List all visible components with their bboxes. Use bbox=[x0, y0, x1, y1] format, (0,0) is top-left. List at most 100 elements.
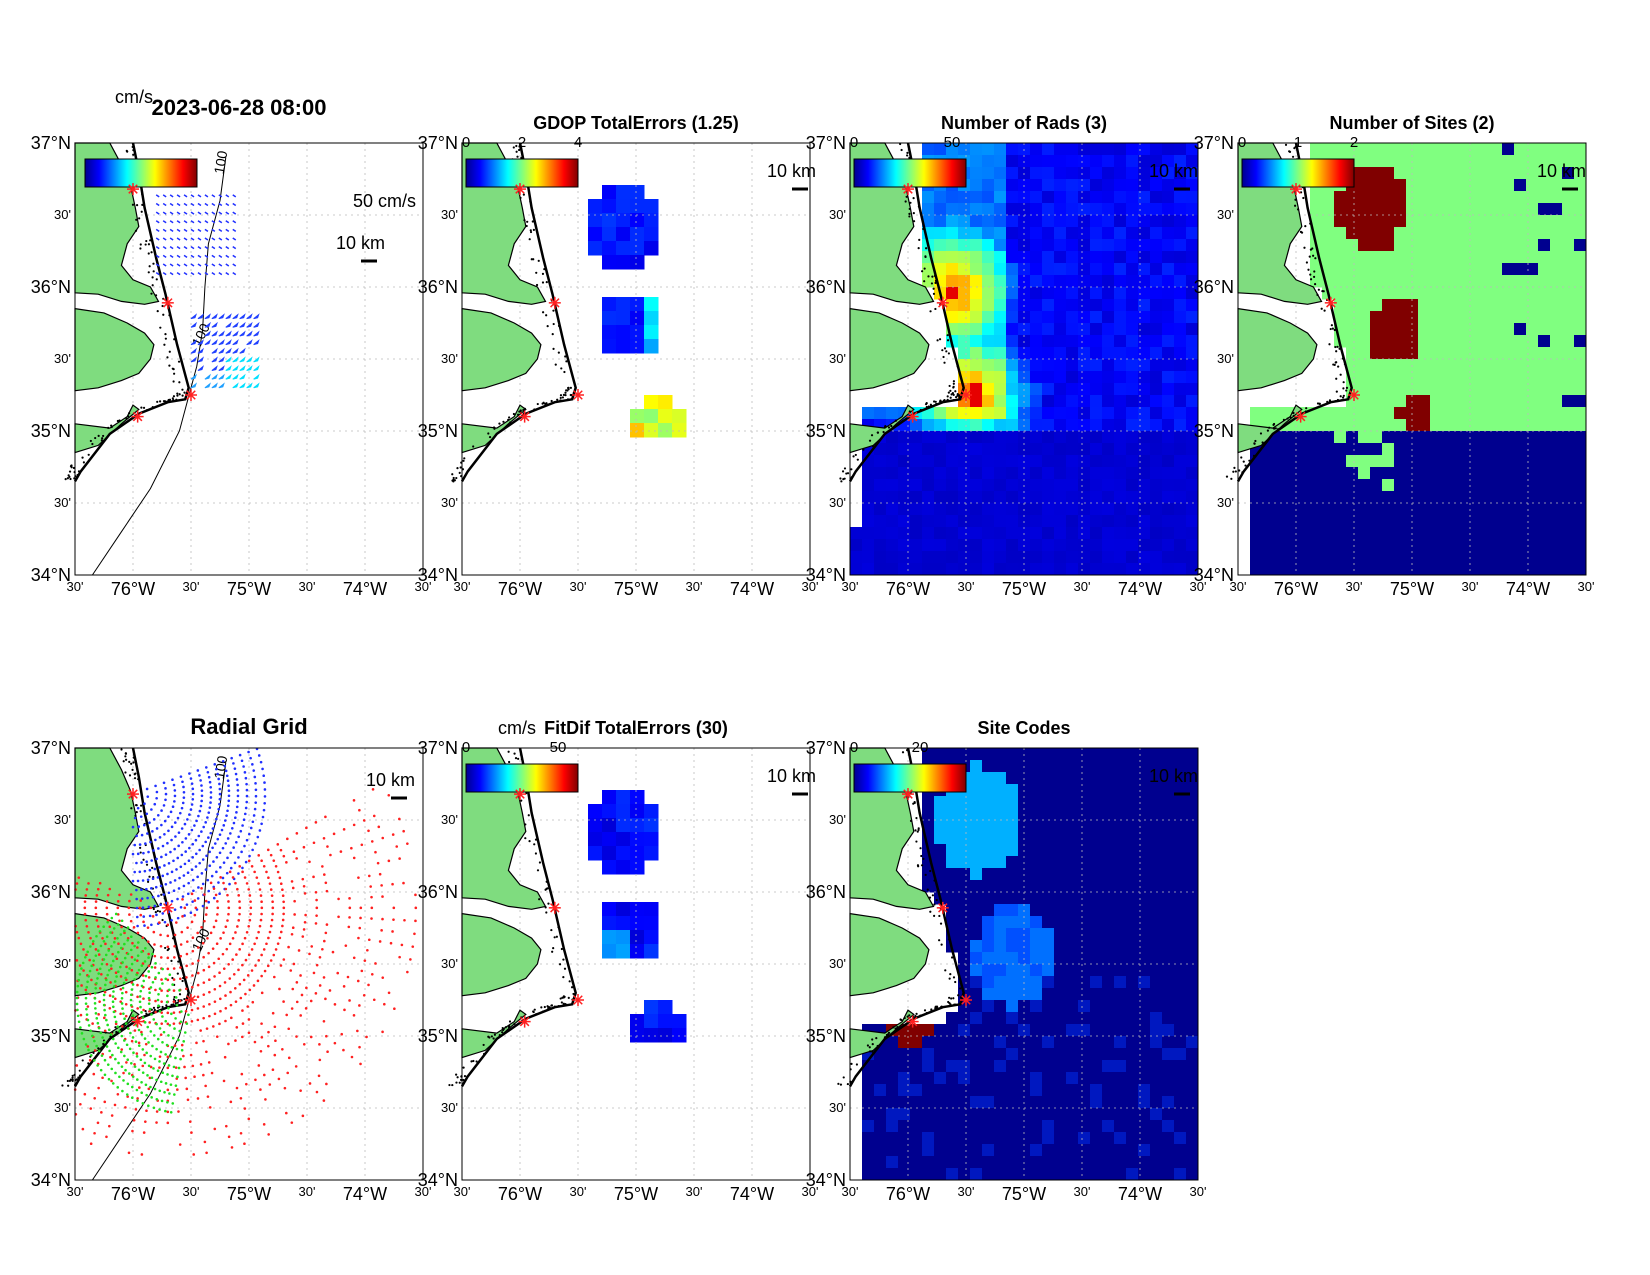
radial-grid-point bbox=[197, 886, 200, 889]
radial-grid-point bbox=[122, 1079, 125, 1082]
field-cell bbox=[1442, 299, 1455, 312]
radial-grid-point bbox=[131, 983, 135, 986]
field-cell bbox=[1394, 311, 1407, 324]
colorbar bbox=[1241, 158, 1355, 188]
field-cell bbox=[1370, 515, 1383, 528]
field-cell bbox=[1006, 760, 1019, 773]
field-cell bbox=[1334, 563, 1347, 576]
radial-grid-point bbox=[159, 944, 163, 948]
current-vector bbox=[239, 313, 246, 320]
radial-grid-point bbox=[268, 930, 272, 934]
field-cell bbox=[588, 213, 603, 228]
field-cell bbox=[1186, 892, 1199, 905]
radial-grid-point bbox=[274, 864, 278, 868]
field-cell bbox=[1114, 784, 1127, 797]
coast-speckle bbox=[151, 405, 154, 409]
field-cell bbox=[958, 287, 971, 300]
radial-grid-point bbox=[107, 1028, 111, 1032]
coast-speckle bbox=[176, 972, 179, 975]
field-cell bbox=[1090, 892, 1103, 905]
field-cell bbox=[1174, 311, 1187, 324]
radial-grid-point bbox=[120, 1002, 124, 1005]
field-cell bbox=[982, 167, 995, 180]
coast-speckle bbox=[173, 372, 176, 375]
field-cell bbox=[1042, 335, 1055, 348]
radial-grid-point bbox=[174, 1066, 178, 1069]
coast-speckle bbox=[570, 1003, 574, 1006]
field-cell bbox=[1574, 191, 1587, 204]
field-cell bbox=[1346, 479, 1359, 492]
field-cell bbox=[898, 551, 911, 564]
field-cell bbox=[1174, 527, 1187, 540]
field-cell bbox=[1538, 395, 1551, 408]
field-cell bbox=[1114, 347, 1127, 360]
field-cell bbox=[1006, 155, 1019, 168]
radial-grid-point bbox=[247, 1031, 251, 1035]
field-cell bbox=[1054, 251, 1067, 264]
radial-grid-point bbox=[260, 1035, 264, 1039]
coast-speckle bbox=[546, 887, 549, 890]
field-cell bbox=[1346, 191, 1359, 204]
scale-km-label: 10 km bbox=[1537, 161, 1586, 181]
field-cell bbox=[1126, 395, 1139, 408]
field-cell bbox=[1042, 323, 1055, 336]
field-cell bbox=[970, 832, 983, 845]
field-cell bbox=[1574, 371, 1587, 384]
radial-grid-point bbox=[164, 798, 167, 802]
field-cell bbox=[1418, 407, 1431, 420]
field-cell bbox=[1102, 772, 1115, 785]
coast-speckle bbox=[1289, 416, 1292, 419]
field-cell bbox=[1418, 143, 1431, 156]
radial-grid-point bbox=[291, 926, 295, 930]
field-cell bbox=[1138, 892, 1151, 905]
lon-tick-label: 30' bbox=[183, 579, 200, 594]
field-cell bbox=[1150, 359, 1163, 372]
radial-grid-point bbox=[105, 962, 109, 966]
field-cell bbox=[1562, 539, 1575, 552]
field-cell bbox=[1030, 203, 1043, 216]
radial-grid-point bbox=[86, 980, 89, 984]
current-vector bbox=[218, 246, 223, 250]
radial-grid-point bbox=[137, 968, 141, 972]
lat-tick-label: 34°N bbox=[418, 1170, 458, 1190]
radial-grid-point bbox=[87, 1048, 90, 1052]
field-cell bbox=[1322, 479, 1335, 492]
field-cell bbox=[1370, 215, 1383, 228]
coast-speckle bbox=[181, 979, 184, 983]
field-cell bbox=[1322, 203, 1335, 216]
field-cell bbox=[1030, 796, 1043, 809]
field-cell bbox=[1042, 431, 1055, 444]
field-cell bbox=[1150, 916, 1163, 929]
radial-grid-point bbox=[282, 958, 286, 961]
field-cell bbox=[1490, 359, 1503, 372]
coast-speckle bbox=[128, 760, 131, 763]
field-cell bbox=[1466, 203, 1479, 216]
field-cell bbox=[1114, 251, 1127, 264]
radial-grid-point bbox=[147, 1087, 151, 1091]
radial-grid-point bbox=[191, 1064, 195, 1068]
field-cell bbox=[1174, 748, 1187, 761]
field-cell bbox=[1490, 215, 1503, 228]
field-cell bbox=[1574, 299, 1587, 312]
coast-speckle bbox=[507, 750, 510, 753]
radial-grid-point bbox=[254, 1078, 257, 1082]
field-cell bbox=[1370, 371, 1383, 384]
radial-grid-point bbox=[186, 871, 190, 875]
radial-grid-point bbox=[317, 1074, 321, 1078]
field-cell bbox=[1550, 227, 1563, 240]
radial-grid-point bbox=[118, 1075, 121, 1079]
field-cell bbox=[946, 467, 959, 480]
coast-speckle bbox=[941, 349, 944, 352]
radial-grid-point bbox=[200, 784, 203, 787]
coast-speckle bbox=[529, 230, 533, 234]
coast-speckle bbox=[952, 385, 955, 388]
field-cell bbox=[1274, 491, 1287, 504]
field-cell bbox=[1454, 563, 1467, 576]
field-cell bbox=[1078, 928, 1091, 941]
field-cell bbox=[1538, 263, 1551, 276]
radial-grid-point bbox=[248, 894, 252, 897]
radial-grid-point bbox=[182, 1040, 186, 1043]
lat-tick-label: 30' bbox=[54, 495, 71, 510]
radial-grid-point bbox=[309, 1035, 313, 1039]
radial-grid-point bbox=[235, 1026, 239, 1029]
